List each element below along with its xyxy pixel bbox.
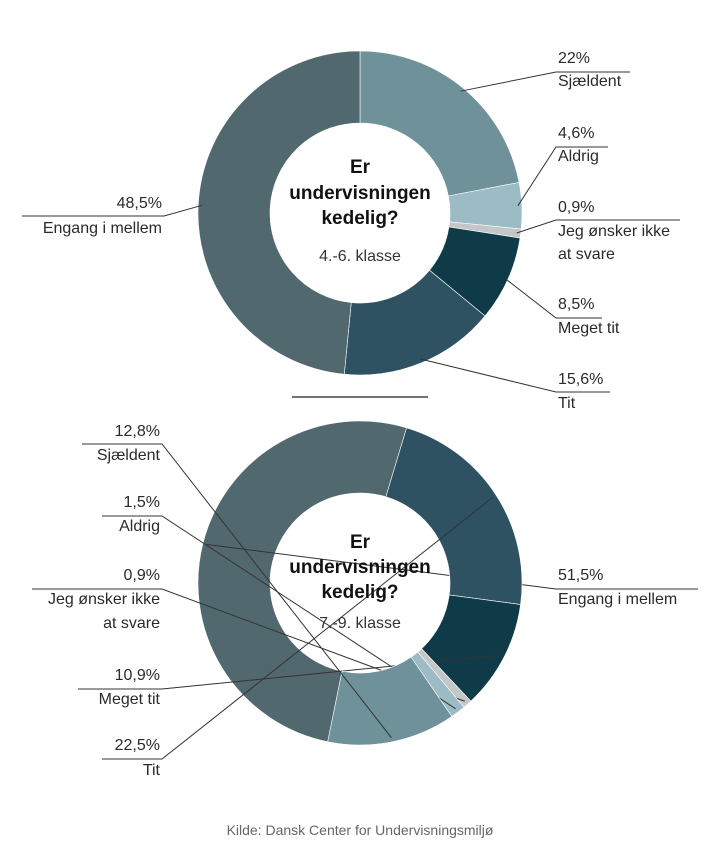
chart-1-category-label-meget-tit-1: Meget tit <box>558 320 620 337</box>
chart-2-title-line-2: undervisningen <box>289 557 430 578</box>
chart-2-title-line-1: Er <box>350 532 371 553</box>
chart-1-category-label-tit-1: Tit <box>558 395 576 412</box>
chart-2-value-label-engang-i-mellem: 51,5% <box>558 567 603 584</box>
chart-1-category-label-aldrig-1: Aldrig <box>558 148 599 165</box>
chart-2-title-line-3: kedelig? <box>321 582 398 603</box>
chart-2-category-label-meget-tit-1: Meget tit <box>99 691 161 708</box>
chart-1-leader-tit <box>420 358 610 393</box>
chart-1-leader-jeg-ønsker-ikke-at-svare <box>516 219 680 234</box>
chart-2-slice-engang-i-mellem <box>197 420 407 743</box>
chart-1-value-label-engang-i-mellem: 48,5% <box>117 195 162 212</box>
chart-2-value-label-sjældent: 12,8% <box>115 423 160 440</box>
chart-2-slice-tit <box>385 427 523 605</box>
chart-1-category-label-sjældent-1: Sjældent <box>558 73 622 90</box>
chart-1-value-label-jeg-ønsker-ikke-at-svare: 0,9% <box>558 199 594 216</box>
chart-1-slice-engang-i-mellem <box>197 50 361 375</box>
chart-2-leader-jeg-ønsker-ikke-at-svare <box>32 588 465 702</box>
source-note: Kilde: Dansk Center for Undervisningsmil… <box>226 822 494 838</box>
chart-2-leader-meget-tit <box>78 654 501 690</box>
chart-2-category-label-tit-1: Tit <box>143 762 161 779</box>
chart-1-value-label-tit: 15,6% <box>558 371 603 388</box>
chart-1-title-line-3: kedelig? <box>321 208 398 229</box>
chart-1-leader-aldrig <box>517 146 608 207</box>
chart-2-category-label-sjældent-1: Sjældent <box>97 447 161 464</box>
chart-2-subtitle: 7.-9. klasse <box>319 615 401 632</box>
chart-1-leader-engang-i-mellem <box>22 204 203 217</box>
chart-2-leader-aldrig <box>102 515 456 710</box>
chart-1-value-label-meget-tit: 8,5% <box>558 296 594 313</box>
chart-1-slice-sjældent <box>359 50 520 197</box>
chart-1-category-label-jeg-ønsker-ikke-at-svare-1: Jeg ønsker ikke <box>558 223 670 240</box>
chart-2-category-label-jeg-ønsker-ikke-at-svare-1: Jeg ønsker ikke <box>48 591 160 608</box>
chart-2-value-label-jeg-ønsker-ikke-at-svare: 0,9% <box>124 567 160 584</box>
chart-1-value-label-aldrig: 4,6% <box>558 125 594 142</box>
chart-2-leader-tit <box>102 496 494 760</box>
chart-1-leader-meget-tit <box>503 277 602 319</box>
chart-1-value-label-sjældent: 22% <box>558 50 590 67</box>
chart-1-subtitle: 4.-6. klasse <box>319 248 401 265</box>
chart-1-leader-sjældent <box>460 71 630 92</box>
chart-1-category-label-jeg-ønsker-ikke-at-svare-2: at svare <box>558 246 615 263</box>
chart-2-category-label-jeg-ønsker-ikke-at-svare-2: at svare <box>103 615 160 632</box>
chart-1-title-line-1: Er <box>350 157 371 178</box>
chart-2-leader-sjældent <box>82 443 392 739</box>
chart-2-value-label-aldrig: 1,5% <box>124 494 160 511</box>
chart-2-category-label-engang-i-mellem-1: Engang i mellem <box>558 591 677 608</box>
chart-2-value-label-meget-tit: 10,9% <box>115 667 160 684</box>
chart-2-slice-sjældent <box>327 656 453 746</box>
chart-2-category-label-aldrig-1: Aldrig <box>119 518 160 535</box>
chart-2-value-label-tit: 22,5% <box>115 737 160 754</box>
chart-1-category-label-engang-i-mellem-1: Engang i mellem <box>43 220 162 237</box>
chart-1-title-line-2: undervisningen <box>289 183 430 204</box>
chart-2-leader-engang-i-mellem <box>206 543 698 590</box>
